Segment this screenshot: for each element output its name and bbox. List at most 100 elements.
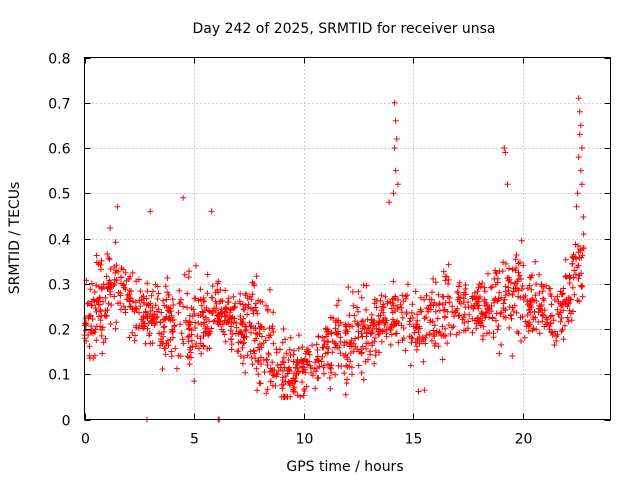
- data-point: [389, 309, 396, 316]
- data-point: [349, 288, 356, 295]
- data-point: [100, 298, 106, 305]
- data-point: [566, 280, 573, 286]
- data-point: [347, 350, 354, 356]
- data-point: [101, 284, 107, 291]
- data-point: [237, 353, 244, 359]
- data-point: [144, 280, 151, 287]
- data-point: [358, 330, 365, 337]
- data-point: [350, 302, 357, 309]
- data-point: [506, 324, 513, 331]
- data-point: [566, 307, 573, 314]
- data-point: [536, 302, 543, 309]
- data-point: [126, 297, 133, 304]
- data-point: [442, 273, 449, 280]
- data-point: [270, 309, 277, 316]
- data-point: [269, 382, 276, 389]
- data-point: [387, 341, 394, 348]
- data-point: [560, 336, 567, 343]
- data-point: [186, 361, 193, 368]
- data-point: [561, 322, 568, 329]
- data-point: [515, 330, 522, 337]
- data-point: [97, 308, 104, 315]
- data-point: [186, 312, 193, 319]
- data-point: [477, 293, 483, 300]
- data-point: [449, 324, 455, 331]
- data-point: [346, 323, 353, 330]
- data-point: [105, 280, 112, 287]
- data-point: [321, 370, 327, 377]
- data-point: [84, 300, 91, 307]
- data-point: [445, 293, 451, 300]
- data-point: [378, 338, 385, 345]
- data-point: [520, 294, 527, 301]
- data-point: [344, 354, 351, 361]
- data-point: [137, 303, 144, 310]
- data-points: [81, 95, 587, 423]
- data-point: [364, 316, 371, 323]
- data-point: [157, 342, 163, 349]
- data-point: [447, 331, 454, 337]
- data-point: [196, 345, 202, 352]
- data-point: [571, 267, 578, 274]
- data-point: [249, 279, 256, 286]
- data-point: [207, 308, 213, 315]
- data-point: [533, 281, 540, 288]
- data-point: [280, 359, 287, 366]
- data-point: [342, 329, 349, 336]
- data-point: [213, 305, 220, 312]
- data-point: [421, 296, 428, 303]
- data-point: [228, 341, 235, 348]
- data-point: [98, 266, 104, 273]
- data-point: [372, 347, 379, 354]
- data-point: [186, 325, 193, 332]
- data-point: [143, 313, 150, 320]
- data-point: [82, 327, 89, 334]
- data-point: [333, 302, 340, 309]
- data-point: [332, 325, 339, 332]
- data-point: [300, 368, 307, 375]
- plot-frame: [84, 57, 611, 420]
- data-point: [100, 339, 107, 346]
- data-point: [377, 312, 384, 319]
- data-point: [332, 371, 339, 378]
- data-point: [244, 311, 251, 318]
- data-point: [500, 300, 507, 307]
- data-point: [290, 386, 297, 393]
- data-point: [471, 289, 478, 296]
- data-point: [146, 330, 153, 337]
- data-point: [388, 305, 395, 312]
- data-point: [93, 323, 100, 330]
- data-point: [502, 288, 509, 295]
- data-point: [106, 277, 113, 284]
- data-point: [261, 369, 268, 375]
- data-point: [529, 327, 536, 334]
- data-point: [501, 296, 508, 303]
- data-point: [378, 292, 385, 299]
- data-point: [285, 357, 292, 363]
- data-point: [338, 363, 345, 370]
- data-point: [142, 340, 149, 347]
- data-point: [195, 312, 202, 319]
- data-point: [89, 302, 95, 309]
- data-point: [306, 358, 313, 365]
- data-point: [509, 266, 516, 273]
- data-point: [446, 322, 452, 328]
- data-point: [355, 322, 362, 329]
- data-point: [256, 341, 263, 347]
- data-point: [429, 289, 435, 296]
- data-point: [97, 317, 104, 324]
- data-point: [153, 308, 160, 315]
- data-point: [170, 328, 177, 335]
- data-point: [158, 338, 165, 345]
- data-point: [264, 362, 271, 368]
- data-point: [164, 275, 171, 281]
- axes: 0 0.1 0.2 0.3 0.4 0.5 0.6 0.7 0.8 0 5 10 15 20: [48, 52, 611, 448]
- data-point: [498, 341, 505, 348]
- data-point: [577, 167, 584, 174]
- data-point: [412, 339, 419, 346]
- data-point: [309, 342, 316, 349]
- data-point: [579, 293, 586, 300]
- data-point: [291, 388, 298, 395]
- data-point: [184, 333, 191, 340]
- data-point: [518, 338, 524, 345]
